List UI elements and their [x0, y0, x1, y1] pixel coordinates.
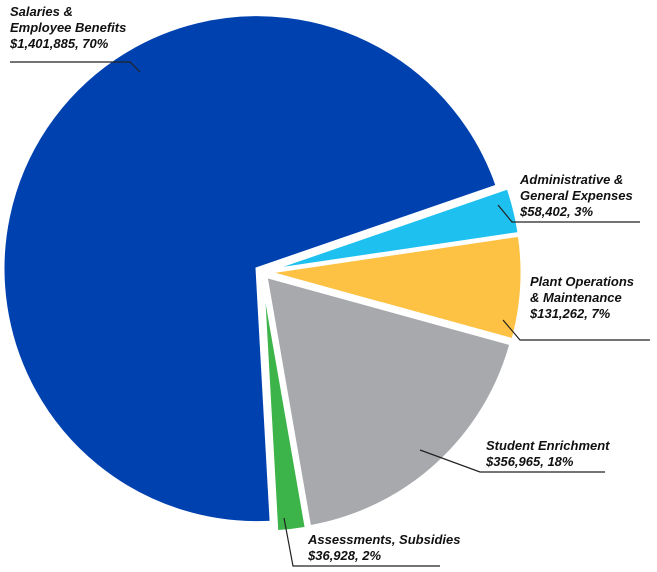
leader-line [497, 204, 640, 223]
slice-label: Assessments, Subsidies $36,928, 2% [308, 532, 460, 564]
category-label: Student Enrichment [486, 438, 610, 453]
slice-label: Plant Operations & Maintenance $131,262, … [530, 274, 634, 322]
pie-slice [267, 233, 524, 342]
value-label: $36,928, 2% [308, 548, 382, 563]
leader-line [419, 449, 605, 473]
slice-label: Administrative & General Expenses $58,402… [520, 172, 633, 220]
category-label: Plant Operations & Maintenance [530, 274, 635, 305]
pie-slice [264, 274, 513, 529]
value-label: $131,262, 7% [530, 306, 611, 321]
slice-label: Student Enrichment $356,965, 18% [486, 438, 610, 470]
value-label: $356,965, 18% [486, 454, 574, 469]
value-label: $58,402, 3% [520, 204, 594, 219]
leader-line [10, 61, 141, 73]
leader-line [502, 319, 650, 341]
slice-label: Salaries & Employee Benefits $1,401,885, … [10, 4, 126, 52]
leader-line [283, 517, 440, 567]
category-label: Assessments, Subsidies [308, 532, 461, 547]
value-label: $1,401,885, 70% [10, 36, 109, 51]
category-label: Administrative & General Expenses [520, 172, 633, 203]
pie-slice [1, 13, 500, 525]
pie-slice [261, 277, 309, 534]
category-label: Salaries & Employee Benefits [10, 4, 127, 35]
pie-slice [267, 185, 521, 273]
